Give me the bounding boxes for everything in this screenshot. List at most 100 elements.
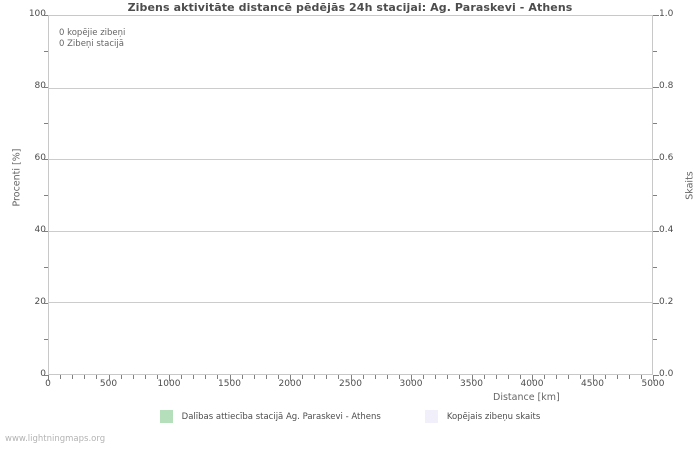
y-axis-right-tick-label: 0.2 xyxy=(659,297,674,307)
x-axis-tick-minor xyxy=(144,375,146,379)
y-axis-right-tick-label: 0.4 xyxy=(659,225,674,235)
plot-area: 0 kopējie zibeņi 0 Zibeņi stacijā xyxy=(48,15,653,375)
x-axis-tick-label: 2000 xyxy=(278,379,302,389)
y-axis-left-tick-minor xyxy=(44,51,48,52)
plot-annotation: 0 kopējie zibeņi 0 Zibeņi stacijā xyxy=(59,28,125,49)
y-axis-right-tick-minor xyxy=(653,123,657,124)
x-axis-tick-major xyxy=(350,375,352,381)
x-axis-tick-label: 3500 xyxy=(460,379,483,389)
x-axis-tick-minor xyxy=(265,375,267,379)
x-axis-tick-minor xyxy=(459,375,461,379)
x-axis-tick-label: 3000 xyxy=(399,379,423,389)
y-axis-right-tick-minor xyxy=(653,51,657,52)
y-axis-right-tick-major xyxy=(653,15,659,16)
x-axis-tick-minor xyxy=(386,375,388,379)
x-axis-tick-minor xyxy=(640,375,642,379)
legend-label-total-count: Kopējais zibeņu skaits xyxy=(446,411,541,422)
x-axis-tick-label: 1000 xyxy=(157,379,181,389)
y-axis-left-tick-label: 60 xyxy=(34,153,46,163)
x-axis-tick-major xyxy=(471,375,473,381)
y-axis-right-tick-label: 0.6 xyxy=(659,153,674,163)
x-axis-tick-minor xyxy=(156,375,158,379)
y-axis-left-tick-minor xyxy=(44,339,48,340)
x-axis-tick-minor xyxy=(507,375,509,379)
x-axis-tick-major xyxy=(592,375,594,381)
x-axis-tick-minor xyxy=(193,375,195,379)
x-axis-tick-major xyxy=(290,375,291,381)
x-axis-tick-minor xyxy=(326,375,328,379)
y-axis-right-tick-label: 1.0 xyxy=(659,9,674,19)
y-axis-right-tick-major xyxy=(653,375,659,376)
x-axis-tick-minor xyxy=(580,375,582,379)
x-axis-tick-major xyxy=(532,375,533,381)
y-axis-left-tick-major xyxy=(42,15,48,16)
legend-entry-total-count[interactable]: Kopējais zibeņu skaits xyxy=(424,410,541,423)
y-axis-left-label: Procenti [%] xyxy=(11,148,23,207)
x-axis-tick-minor xyxy=(132,375,134,379)
y-axis-right-tick-minor xyxy=(653,195,657,196)
x-axis-tick-major xyxy=(169,375,170,381)
x-axis-tick-minor xyxy=(604,375,606,379)
legend-swatch-total-count xyxy=(424,410,438,423)
x-axis-label: Distance [km] xyxy=(493,392,560,403)
x-axis-tick-minor xyxy=(544,375,546,379)
x-axis-tick-minor xyxy=(241,375,243,379)
x-axis-tick-major xyxy=(653,375,654,381)
x-axis-tick-label: 0 xyxy=(45,379,51,389)
legend-label-share-ratio: Dalības attiecība stacijā Ag. Paraskevi … xyxy=(181,411,381,422)
y-axis-left-tick-label: 40 xyxy=(34,225,46,235)
x-axis-tick-minor xyxy=(60,375,62,379)
x-axis-tick-minor xyxy=(362,375,364,379)
chart-title: Zibens aktivitāte distancē pēdējās 24h s… xyxy=(127,1,573,14)
x-axis-tick-minor xyxy=(483,375,485,379)
x-axis-tick-minor xyxy=(616,375,618,379)
x-axis-tick-minor xyxy=(96,375,98,379)
y-axis-left-tick-major xyxy=(42,375,48,376)
x-axis-tick-label: 500 xyxy=(99,379,118,389)
y-axis-left-tick-minor xyxy=(44,123,48,124)
y-axis-right-tick-minor xyxy=(653,339,657,340)
y-axis-left-tick-label: 20 xyxy=(34,297,46,307)
gridline-horizontal xyxy=(49,87,652,89)
annotation-total-strikes: 0 kopējie zibeņi xyxy=(59,28,126,38)
x-axis-tick-label: 4000 xyxy=(520,379,544,389)
plot-inner-canvas xyxy=(49,16,652,374)
y-axis-right-tick-major xyxy=(653,231,659,232)
gridline-horizontal xyxy=(49,159,652,161)
y-axis-right-tick-major xyxy=(653,159,659,160)
y-axis-right-label: Skaits xyxy=(684,171,696,200)
x-axis-tick-minor xyxy=(302,375,304,379)
x-axis-tick-minor xyxy=(435,375,437,379)
y-axis-right-tick-minor xyxy=(653,267,657,268)
x-axis-tick-minor xyxy=(568,375,570,379)
gridline-horizontal xyxy=(49,230,652,232)
x-axis-tick-minor xyxy=(374,375,376,379)
y-axis-left-tick-major xyxy=(42,87,48,88)
y-axis-left-tick-label: 100 xyxy=(28,9,46,19)
legend-entry-share-ratio[interactable]: Dalības attiecība stacijā Ag. Paraskevi … xyxy=(159,410,381,423)
gridline-horizontal xyxy=(49,302,652,304)
footer-watermark: www.lightningmaps.org xyxy=(5,434,106,444)
x-axis-tick-minor xyxy=(181,375,183,379)
y-axis-right-tick-label: 0.8 xyxy=(659,81,674,91)
x-axis-tick-minor xyxy=(338,375,340,379)
x-axis-tick-minor xyxy=(253,375,255,379)
x-axis-tick-major xyxy=(411,375,412,381)
x-axis-tick-minor xyxy=(217,375,219,379)
x-axis-tick-minor xyxy=(519,375,521,379)
x-axis-tick-major xyxy=(108,375,110,381)
x-axis-tick-label: 5000 xyxy=(641,379,665,389)
x-axis-tick-label: 2500 xyxy=(339,379,362,389)
x-axis-tick-major xyxy=(48,375,49,381)
y-axis-right-tick-label: 0.0 xyxy=(659,369,674,379)
x-axis-tick-minor xyxy=(423,375,425,379)
x-axis-tick-minor xyxy=(120,375,122,379)
annotation-station-strikes: 0 Zibeņi stacijā xyxy=(59,38,124,49)
x-axis-tick-minor xyxy=(84,375,86,379)
y-axis-left-tick-label: 0 xyxy=(40,369,46,379)
x-axis-tick-minor xyxy=(556,375,558,379)
y-axis-left-tick-major xyxy=(42,231,48,232)
x-axis-tick-label: 1500 xyxy=(218,379,241,389)
x-axis-tick-minor xyxy=(495,375,497,379)
y-axis-left-tick-minor xyxy=(44,267,48,268)
